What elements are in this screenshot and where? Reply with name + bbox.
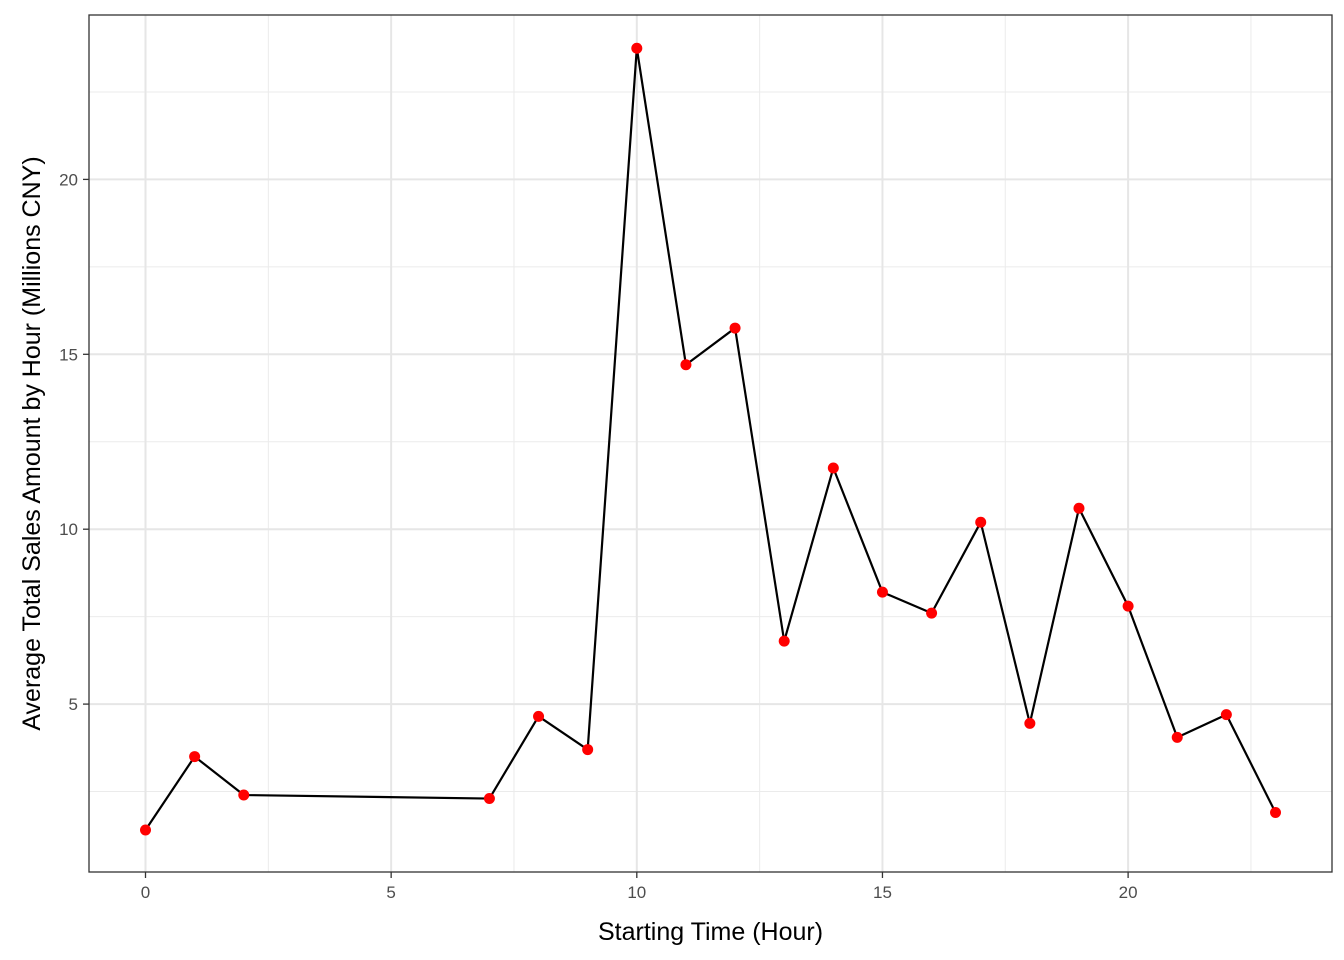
data-point — [1073, 502, 1085, 514]
y-tick-label: 5 — [69, 695, 78, 714]
data-point — [631, 42, 643, 54]
panel-border — [88, 14, 1333, 873]
data-point — [1171, 731, 1183, 743]
data-point — [1270, 807, 1281, 819]
data-point — [926, 607, 938, 619]
data-point — [483, 793, 495, 805]
axis-layer: 0 5 10 15 20 5 10 15 20 — [59, 170, 1137, 902]
series-layer — [140, 42, 1281, 836]
series-line — [144, 47, 1277, 831]
data-point — [876, 586, 888, 598]
major-gridlines — [89, 15, 1332, 872]
x-tick-label: 10 — [627, 883, 646, 902]
data-point — [1024, 717, 1036, 729]
minor-gridlines — [89, 15, 1332, 872]
data-point — [729, 322, 741, 334]
data-point — [680, 359, 692, 371]
data-point — [238, 789, 250, 801]
x-tick-label: 0 — [141, 883, 150, 902]
y-tick-label: 15 — [59, 345, 78, 364]
data-point — [778, 635, 790, 647]
data-point — [189, 751, 201, 763]
x-tick-label: 5 — [386, 883, 395, 902]
plot-panel — [89, 15, 1332, 872]
y-axis-title: Average Total Sales Amount by Hour (Mill… — [18, 156, 46, 730]
data-point — [1220, 709, 1232, 721]
data-point — [975, 516, 987, 528]
y-tick-label: 20 — [59, 170, 78, 189]
x-tick-label: 15 — [873, 883, 892, 902]
data-point — [582, 744, 594, 756]
x-tick-label: 20 — [1119, 883, 1138, 902]
data-point — [827, 462, 839, 474]
data-point — [533, 710, 545, 722]
y-tick-label: 10 — [59, 520, 78, 539]
x-axis-title: Starting Time (Hour) — [598, 918, 823, 946]
data-point — [140, 824, 151, 836]
data-point — [1122, 600, 1134, 612]
